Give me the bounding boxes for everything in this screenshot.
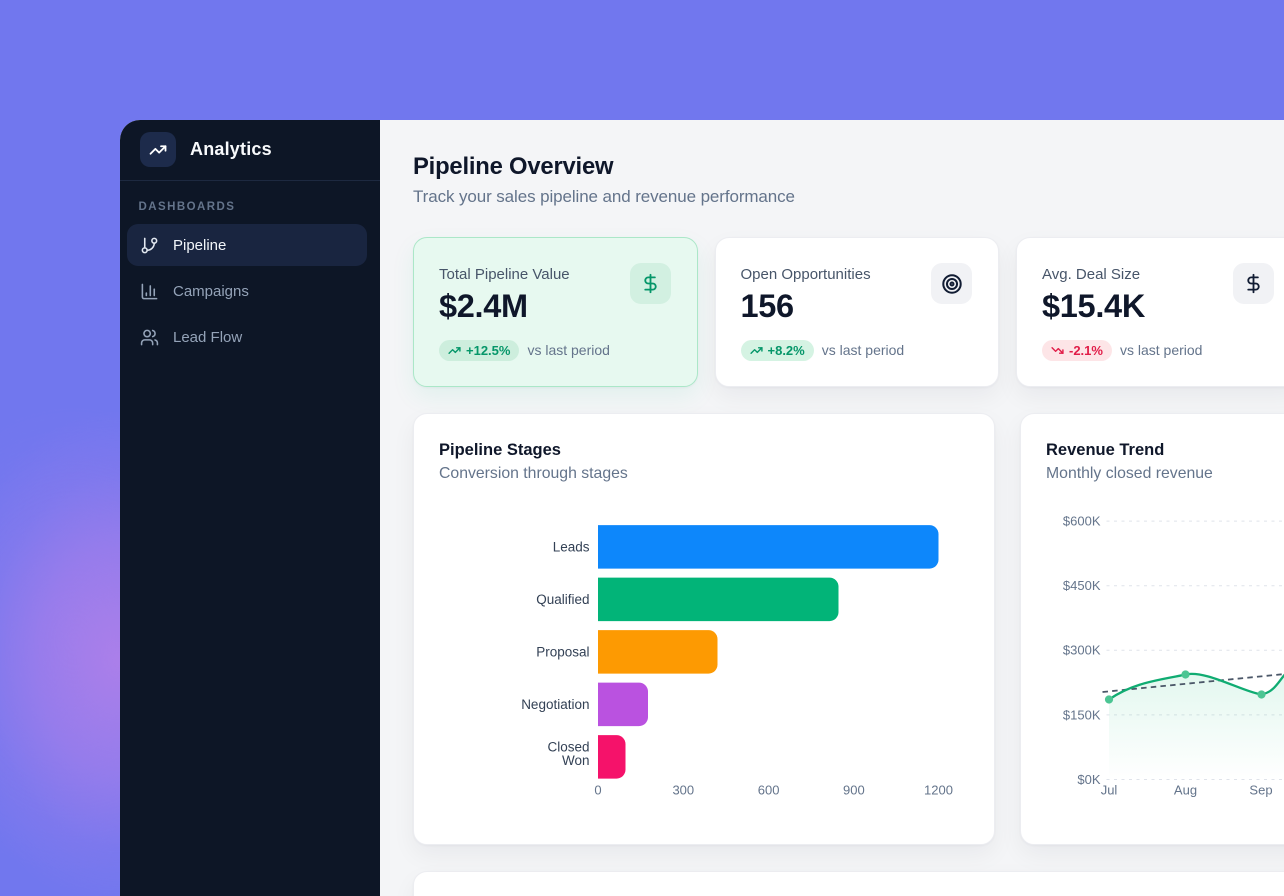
svg-text:Sep: Sep — [1249, 782, 1272, 797]
svg-text:Negotiation: Negotiation — [521, 697, 589, 712]
svg-text:Aug: Aug — [1174, 782, 1197, 797]
svg-text:600: 600 — [758, 782, 780, 797]
svg-text:1200: 1200 — [924, 782, 953, 797]
svg-text:Leads: Leads — [553, 539, 590, 554]
svg-text:Closed: Closed — [547, 739, 589, 754]
svg-text:Proposal: Proposal — [536, 644, 589, 659]
svg-text:Jul: Jul — [1101, 782, 1118, 797]
svg-text:Qualified: Qualified — [536, 592, 589, 607]
svg-text:$0K: $0K — [1077, 771, 1100, 786]
svg-text:$450K: $450K — [1063, 578, 1101, 593]
svg-text:Won: Won — [562, 752, 590, 767]
svg-text:300: 300 — [672, 782, 694, 797]
svg-text:0: 0 — [594, 782, 601, 797]
svg-text:$300K: $300K — [1063, 642, 1101, 657]
svg-text:$600K: $600K — [1063, 513, 1101, 528]
svg-text:900: 900 — [843, 782, 865, 797]
svg-text:$150K: $150K — [1063, 707, 1101, 722]
